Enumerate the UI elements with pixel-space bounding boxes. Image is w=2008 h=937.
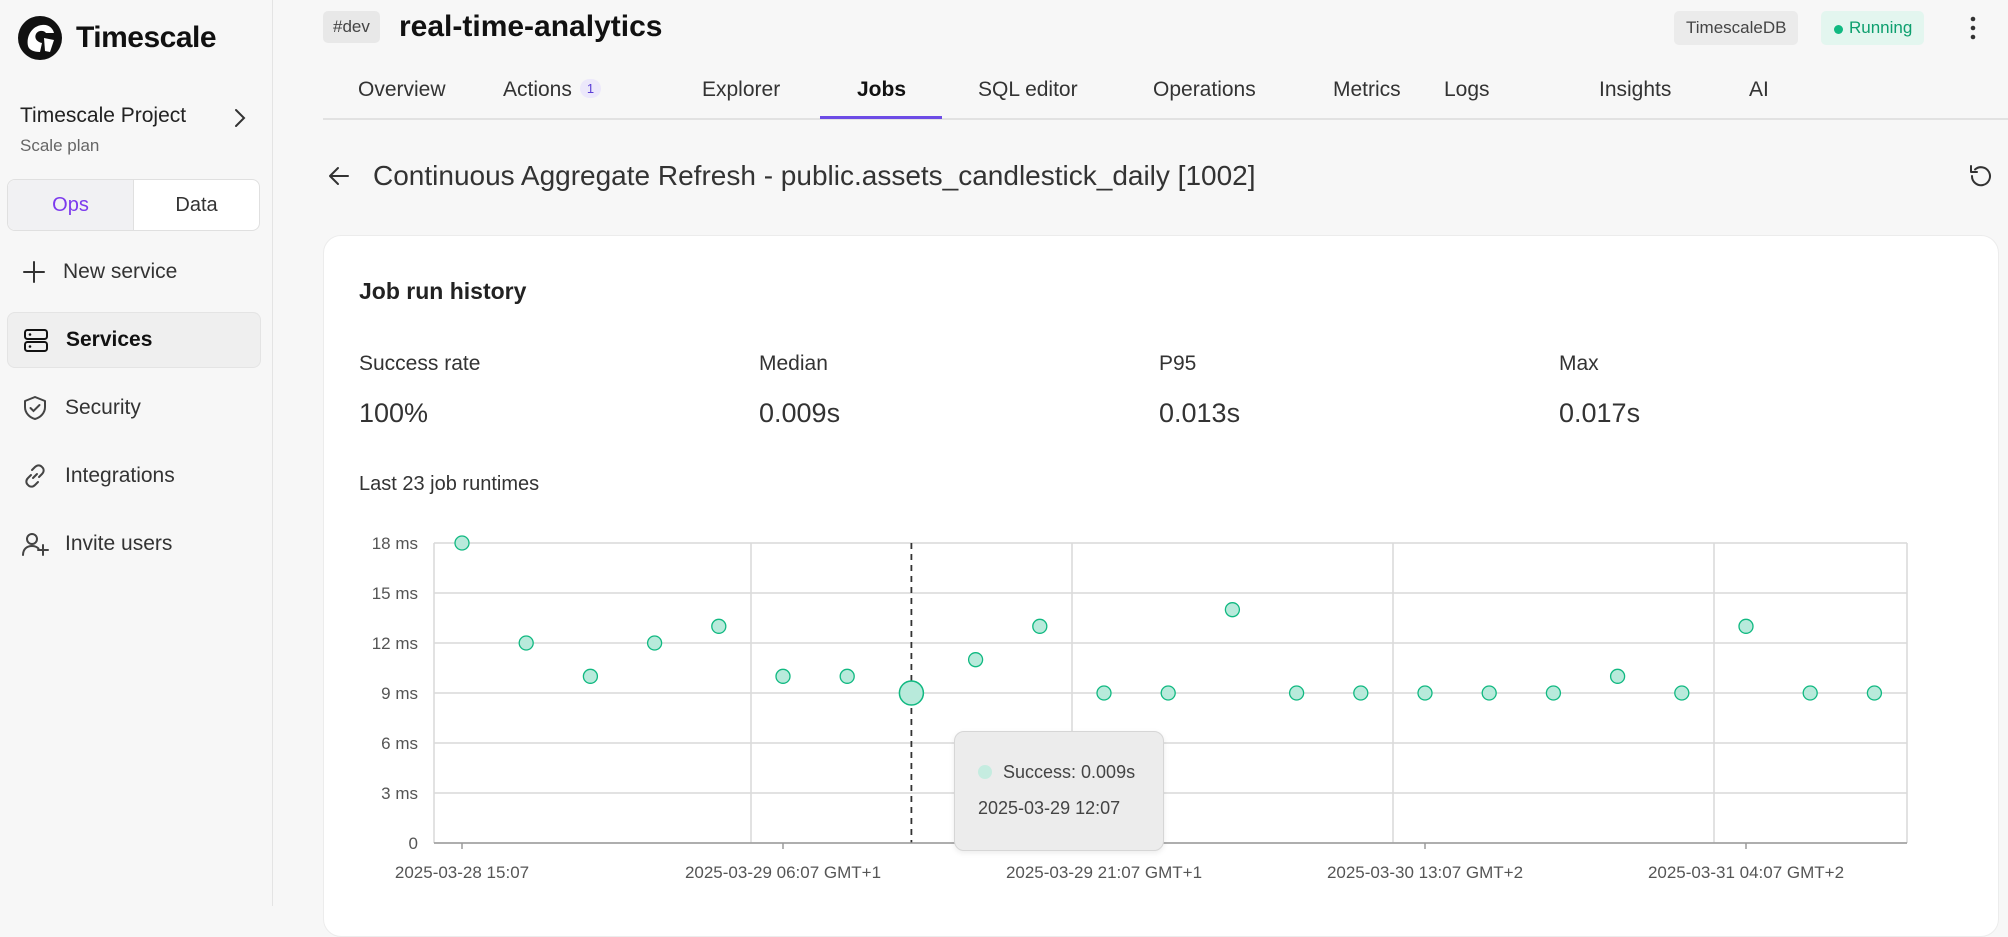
stat-value: 0.013s bbox=[1159, 398, 1241, 428]
toggle-data[interactable]: Data bbox=[175, 193, 218, 216]
sidebar-item-label: Integrations bbox=[65, 464, 175, 487]
sidebar-item-new-service[interactable]: New service bbox=[7, 244, 261, 300]
status-badge: Running bbox=[1821, 11, 1925, 45]
status-dot-icon bbox=[1834, 25, 1843, 34]
sidebar-nav: New service Services Security bbox=[7, 244, 261, 584]
service-tabs: Overview Actions 1 Explorer Jobs SQL edit… bbox=[323, 62, 2008, 120]
logo-text: Timescale bbox=[76, 21, 217, 54]
stat-label: Max bbox=[1559, 352, 1599, 375]
shield-check-icon bbox=[24, 396, 46, 420]
stat-max: Max 0.017s bbox=[1559, 352, 1640, 429]
sidebar-item-services[interactable]: Services bbox=[7, 312, 261, 368]
sidebar-item-invite-users[interactable]: Invite users bbox=[7, 516, 261, 572]
tab-actions[interactable]: Actions 1 bbox=[503, 78, 602, 102]
sidebar: Timescale Timescale Project Scale plan O… bbox=[0, 0, 273, 906]
user-plus-icon bbox=[22, 533, 49, 556]
tab-overview[interactable]: Overview bbox=[358, 78, 446, 101]
sidebar-item-label: New service bbox=[63, 260, 178, 283]
actions-count-badge: 1 bbox=[579, 79, 602, 98]
services-icon bbox=[24, 329, 48, 352]
chart-caption: Last 23 job runtimes bbox=[359, 473, 540, 495]
tooltip-legend-dot-icon bbox=[978, 765, 992, 779]
stat-value: 0.009s bbox=[759, 398, 841, 428]
plus-icon bbox=[23, 261, 45, 283]
tab-ai[interactable]: AI bbox=[1749, 78, 1769, 101]
sidebar-item-label: Security bbox=[65, 396, 141, 419]
link-icon bbox=[25, 464, 45, 488]
tooltip-time: 2025-03-29 12:07 bbox=[978, 798, 1121, 818]
tab-insights[interactable]: Insights bbox=[1599, 78, 1672, 101]
more-options-icon[interactable] bbox=[1967, 14, 1979, 42]
job-title: Continuous Aggregate Refresh - public.as… bbox=[373, 160, 1256, 191]
stat-p95: P95 0.013s bbox=[1159, 352, 1240, 429]
back-arrow-icon[interactable] bbox=[326, 163, 352, 189]
ops-data-toggle: Ops Data bbox=[7, 179, 260, 231]
timescale-logo-icon bbox=[18, 16, 62, 60]
sidebar-item-security[interactable]: Security bbox=[7, 380, 261, 436]
tab-logs[interactable]: Logs bbox=[1444, 78, 1490, 101]
tooltip-status: Success: 0.009s bbox=[1003, 762, 1136, 782]
card-title: Job run history bbox=[359, 278, 527, 304]
service-title: real-time-analytics bbox=[399, 10, 663, 43]
project-switcher[interactable]: Timescale Project Scale plan bbox=[20, 104, 250, 156]
tab-sql-editor[interactable]: SQL editor bbox=[978, 78, 1078, 101]
stat-value: 0.017s bbox=[1559, 398, 1641, 428]
db-type-badge: TimescaleDB bbox=[1674, 11, 1799, 45]
status-text: Running bbox=[1849, 18, 1913, 37]
active-tab-indicator bbox=[820, 116, 942, 119]
refresh-icon[interactable] bbox=[1967, 162, 1995, 190]
stat-value: 100% bbox=[359, 398, 429, 428]
sidebar-item-label: Invite users bbox=[65, 532, 173, 555]
tab-label: Actions bbox=[503, 78, 572, 101]
tab-explorer[interactable]: Explorer bbox=[702, 78, 781, 101]
env-badge: #dev bbox=[323, 11, 380, 43]
project-plan: Scale plan bbox=[20, 136, 100, 155]
stat-label: Median bbox=[759, 352, 828, 375]
chart-tooltip: Success: 0.009s 2025-03-29 12:07 bbox=[954, 731, 1164, 851]
tab-operations[interactable]: Operations bbox=[1153, 78, 1256, 101]
tab-jobs[interactable]: Jobs bbox=[857, 78, 907, 101]
tab-metrics[interactable]: Metrics bbox=[1333, 78, 1401, 101]
stat-label: P95 bbox=[1159, 352, 1197, 375]
stat-median: Median 0.009s bbox=[759, 352, 840, 429]
chevron-right-icon bbox=[235, 109, 246, 127]
sidebar-item-label: Services bbox=[66, 328, 153, 351]
logo[interactable]: Timescale bbox=[18, 16, 217, 60]
stat-label: Success rate bbox=[359, 352, 481, 375]
stat-success-rate: Success rate 100% bbox=[359, 352, 480, 429]
project-name: Timescale Project bbox=[20, 104, 187, 127]
toggle-ops[interactable]: Ops bbox=[8, 180, 134, 230]
sidebar-item-integrations[interactable]: Integrations bbox=[7, 448, 261, 504]
